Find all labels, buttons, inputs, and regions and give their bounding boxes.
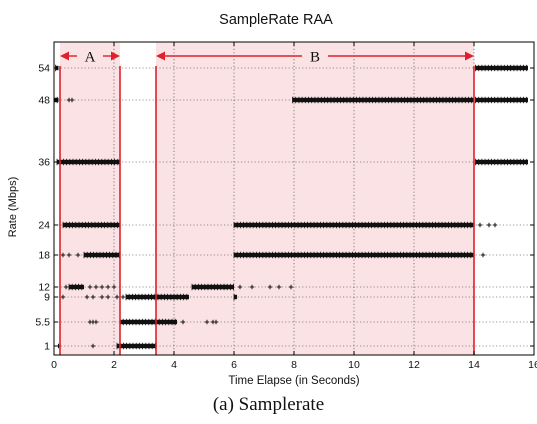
data-point xyxy=(507,65,513,71)
data-run xyxy=(234,222,474,228)
data-point xyxy=(486,222,492,228)
y-tick-label: 12 xyxy=(38,282,50,294)
y-axis-label: Rate (Mbps) xyxy=(7,177,19,238)
x-axis-ticks: 0 2 4 6 8 10 12 14 16 xyxy=(51,42,537,371)
data-run xyxy=(234,294,237,300)
data-point xyxy=(492,222,498,228)
data-point xyxy=(111,284,117,290)
data-point xyxy=(90,343,96,349)
data-point xyxy=(120,294,126,300)
x-tick-label: 16 xyxy=(528,359,537,371)
arrow-head-right xyxy=(111,51,120,61)
data-points xyxy=(53,64,528,350)
x-tick-label: 2 xyxy=(111,359,117,371)
data-point xyxy=(63,284,69,290)
figure-caption: (a) Samplerate xyxy=(212,394,325,415)
y-axis-ticks: 1 5.5 912 18 24 36 48 54 xyxy=(35,63,534,353)
data-point xyxy=(288,284,294,290)
data-point xyxy=(66,252,72,258)
data-point xyxy=(222,284,228,290)
y-tick-label: 9 xyxy=(44,292,50,304)
data-run xyxy=(475,97,528,103)
y-tick-label: 18 xyxy=(38,250,50,262)
data-run xyxy=(192,284,234,290)
data-point xyxy=(87,284,93,290)
data-run xyxy=(475,159,528,165)
region-label-a: A xyxy=(85,50,96,66)
y-tick-label: 24 xyxy=(38,220,50,232)
data-run xyxy=(84,252,120,258)
series-rate-5-5 xyxy=(87,318,219,326)
x-tick-label: 6 xyxy=(231,359,237,371)
y-tick-label: 1 xyxy=(44,341,50,353)
data-point xyxy=(69,97,75,103)
data-point xyxy=(105,294,111,300)
data-point xyxy=(93,319,99,325)
data-point xyxy=(237,284,243,290)
data-run xyxy=(156,319,177,325)
data-run xyxy=(475,65,528,71)
highlight-regions xyxy=(60,42,474,355)
data-point xyxy=(90,294,96,300)
series-rate-12 xyxy=(63,283,294,291)
region-b-band xyxy=(156,42,474,355)
series-rate-48 xyxy=(53,96,528,104)
data-run xyxy=(126,294,189,300)
data-run xyxy=(57,159,120,165)
x-tick-label: 8 xyxy=(291,359,297,371)
data-point xyxy=(84,294,90,300)
arrow-head-right xyxy=(465,51,474,61)
data-point xyxy=(480,252,486,258)
data-point xyxy=(204,319,210,325)
data-run xyxy=(292,97,474,103)
x-tick-label: 12 xyxy=(408,359,420,371)
y-tick-label: 36 xyxy=(38,157,50,169)
data-point xyxy=(477,222,483,228)
y-tick-label: 54 xyxy=(38,63,50,75)
data-point xyxy=(276,284,282,290)
arrow-head-left xyxy=(60,51,69,61)
data-point xyxy=(135,343,141,349)
x-tick-label: 10 xyxy=(348,359,360,371)
x-tick-label: 0 xyxy=(51,359,57,371)
x-tick-label: 4 xyxy=(171,359,177,371)
data-run xyxy=(69,284,84,290)
data-point xyxy=(99,284,105,290)
series-rate-18 xyxy=(60,251,486,259)
data-point xyxy=(249,284,255,290)
data-point xyxy=(105,284,111,290)
y-tick-label: 5.5 xyxy=(35,317,50,329)
x-axis-label: Time Elapse (in Seconds) xyxy=(228,375,359,387)
data-point xyxy=(180,319,186,325)
y-tick-label: 48 xyxy=(38,95,50,107)
data-point xyxy=(93,284,99,290)
region-boundary-lines xyxy=(59,66,475,355)
x-tick-label: 14 xyxy=(468,359,480,371)
data-point xyxy=(99,294,105,300)
data-point xyxy=(213,319,219,325)
data-point xyxy=(213,284,219,290)
region-a-band xyxy=(60,42,120,355)
data-run xyxy=(120,319,156,325)
arrow-head-left xyxy=(156,51,165,61)
data-point xyxy=(267,284,273,290)
series-rate-24 xyxy=(62,221,498,229)
data-run xyxy=(234,252,474,258)
region-label-b: B xyxy=(310,50,320,66)
series-rate-54 xyxy=(55,64,528,72)
data-point xyxy=(114,294,120,300)
data-point xyxy=(75,252,81,258)
series-rate-9 xyxy=(60,293,237,301)
data-point xyxy=(60,252,66,258)
series-rate-36 xyxy=(56,158,528,166)
chart-title: SampleRate RAA xyxy=(219,12,333,28)
data-point xyxy=(60,294,66,300)
